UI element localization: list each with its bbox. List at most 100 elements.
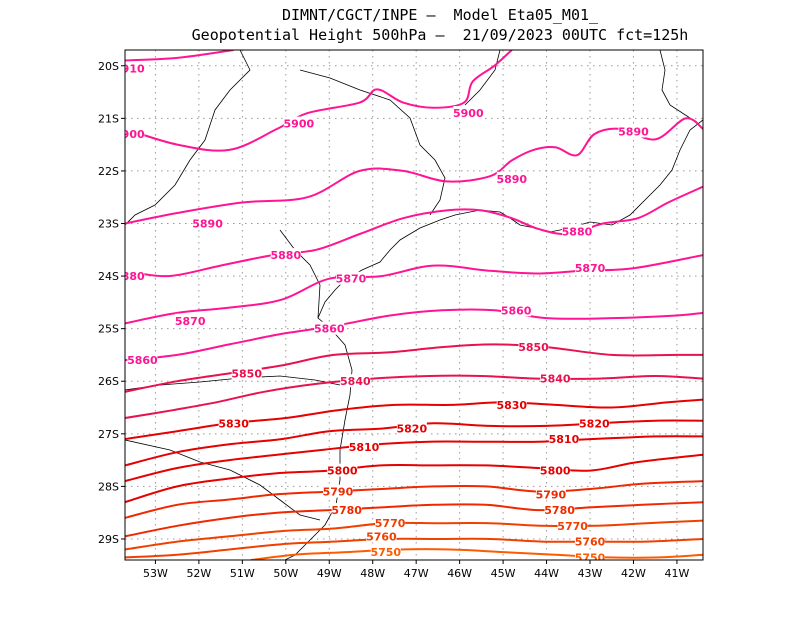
contour-label-bg <box>375 516 406 530</box>
contour-label: 5760 <box>366 530 397 543</box>
contour-label-bg <box>370 545 401 559</box>
contour-line-5800 <box>125 453 703 504</box>
contour-label: 5770 <box>375 517 406 530</box>
contour-label-bg <box>127 353 158 367</box>
contour-label-bg <box>175 313 206 327</box>
contour-label-bg <box>396 421 427 435</box>
contour-label: 5870 <box>336 273 367 286</box>
plot-frame <box>124 49 704 561</box>
contour-label-bg <box>453 106 484 120</box>
contour-label: 5870 <box>175 315 206 328</box>
contour-label: 5810 <box>349 441 380 454</box>
contour-label-bg <box>579 416 610 430</box>
x-tick-label: 44W <box>534 567 559 580</box>
x-tick-label: 49W <box>317 567 342 580</box>
contour-label: 5830 <box>496 399 527 412</box>
x-tick-label: 45W <box>491 567 516 580</box>
y-axis-ticks: 20S 21S 22S 23S 24S 25S 26S 27S 28S 29S <box>98 60 125 546</box>
x-tick-label: 50W <box>273 567 298 580</box>
contour-label-bg <box>125 61 145 75</box>
state-boundary <box>659 50 691 119</box>
contour-label-bg <box>540 463 571 477</box>
x-tick-label: 48W <box>360 567 385 580</box>
contour-label: 5750 <box>370 546 401 559</box>
y-tick-label: 22S <box>98 165 119 178</box>
contour-label: 5770 <box>557 520 588 533</box>
y-tick-label: 28S <box>98 480 119 493</box>
x-axis-ticks: 53W 52W 51W 50W 49W 48W 47W 46W 45W 44W 43W 42W 41W <box>143 560 689 580</box>
y-tick-label: 26S <box>98 375 119 388</box>
contour-label: 5850 <box>518 341 549 354</box>
contour-label: 5880 <box>562 225 593 238</box>
contour-label-bg <box>366 529 397 543</box>
contour-label-bg <box>548 432 579 446</box>
contour-line-5880 <box>125 185 703 278</box>
contour-label-bg <box>544 503 575 517</box>
contour-label: 5870 <box>575 262 606 275</box>
contour-label-bg <box>535 487 566 501</box>
chart-title-line-1: DIMNT/CGCT/INPE – Model Eta05_M01_ <box>281 6 599 24</box>
x-tick-label: 47W <box>404 567 429 580</box>
contour-label: 5880 <box>114 270 145 283</box>
contour-line-5750 <box>250 548 703 560</box>
contour-label: 5790 <box>323 486 354 499</box>
contour-label-bg <box>496 171 527 185</box>
contour-line-5770 <box>125 519 703 551</box>
x-tick-label: 42W <box>621 567 646 580</box>
contour-label: 5900 <box>453 107 484 120</box>
contour-line-5850 <box>125 343 703 393</box>
contour-label-bg <box>270 248 301 262</box>
y-tick-label: 29S <box>98 533 119 546</box>
x-tick-label: 53W <box>143 567 168 580</box>
contour-label: 5750 <box>575 551 606 564</box>
contour-label: 5840 <box>540 373 571 386</box>
state-boundary <box>125 50 251 226</box>
contour-label-bg <box>496 397 527 411</box>
contour-line-5810 <box>125 435 703 483</box>
contour-line-5760 <box>125 537 703 559</box>
contour-label: 5900 <box>114 128 145 141</box>
x-tick-label: 46W <box>447 567 472 580</box>
y-tick-label: 24S <box>98 270 119 283</box>
contour-line-5840 <box>125 374 703 419</box>
contour-label: 5890 <box>192 218 223 231</box>
contour-label-bg <box>125 269 145 283</box>
contour-label: 5800 <box>327 465 358 478</box>
contour-label-bg <box>125 127 145 141</box>
x-tick-label: 43W <box>578 567 603 580</box>
contour-label-bg <box>575 534 606 548</box>
contour-label-bg <box>575 261 606 275</box>
contour-label: 5800 <box>540 465 571 478</box>
contour-label-bg <box>561 224 592 238</box>
contour-label: 5820 <box>579 417 610 430</box>
contour-label-bg <box>575 550 606 560</box>
contour-label: 5860 <box>314 323 345 336</box>
contour-label: 5780 <box>331 504 362 517</box>
chart-title-line-2: Geopotential Height 500hPa – 21/09/2023 … <box>191 26 689 44</box>
contour-label: 5790 <box>536 488 567 501</box>
contour-line-5900 <box>125 50 513 152</box>
state-boundary <box>464 50 501 106</box>
y-tick-label: 27S <box>98 428 119 441</box>
contour-label-bg <box>322 484 353 498</box>
state-boundary <box>299 69 446 216</box>
contour-label-bg <box>327 463 358 477</box>
contour-label-bg <box>557 518 588 532</box>
y-tick-label: 23S <box>98 218 119 231</box>
contour-label: 5820 <box>397 423 428 436</box>
y-tick-label: 21S <box>98 112 119 125</box>
x-tick-label: 51W <box>230 567 255 580</box>
contour-label-bg <box>618 124 649 138</box>
contour-label-bg <box>283 116 314 130</box>
contour-label: 5860 <box>127 354 158 367</box>
contour-label: 5850 <box>231 367 262 380</box>
contour-label-bg <box>335 271 366 285</box>
contour-label: 5890 <box>618 125 649 138</box>
contour-line-5790 <box>125 480 703 519</box>
contour-label-bg <box>518 340 549 354</box>
contour-label: 5860 <box>501 304 532 317</box>
contour-label: 5780 <box>544 504 575 517</box>
coastline-boundaries <box>125 50 703 560</box>
contour-label: 5910 <box>114 62 145 75</box>
